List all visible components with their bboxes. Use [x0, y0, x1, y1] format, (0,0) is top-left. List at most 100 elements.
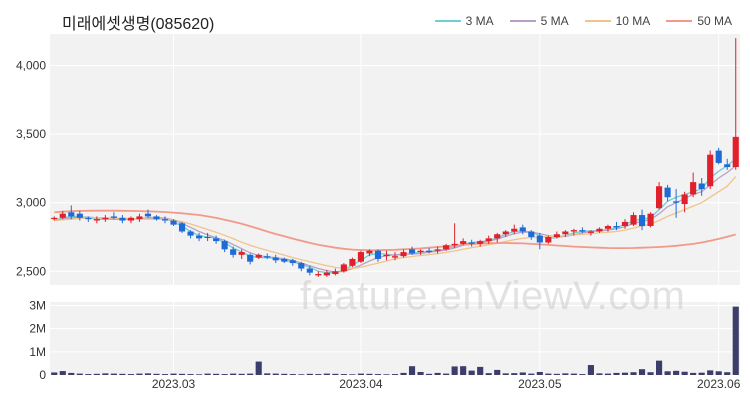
volume-bar — [323, 373, 330, 375]
candle-down — [579, 230, 586, 232]
candle-down — [68, 212, 75, 217]
volume-bar — [621, 372, 629, 375]
candle-up — [349, 258, 356, 266]
volume-bar — [451, 366, 458, 375]
volume-bar — [255, 361, 262, 375]
volume-bar — [340, 374, 347, 375]
candle-down — [298, 263, 305, 269]
candle-down — [613, 226, 620, 228]
legend-swatch-ma50 — [666, 20, 693, 22]
candle-up — [690, 182, 697, 195]
volume-bar — [417, 371, 424, 375]
volume-bar — [664, 371, 671, 375]
candle-up — [391, 256, 399, 258]
candle-up — [545, 236, 552, 243]
volume-bar — [119, 373, 126, 375]
candle-down — [153, 216, 160, 220]
volume-bar — [443, 373, 450, 375]
candle-up — [443, 245, 450, 250]
candle-up — [502, 231, 509, 235]
volume-bar — [357, 373, 364, 375]
candle-up — [366, 250, 373, 254]
candle-down — [110, 216, 117, 218]
candle-up — [460, 241, 467, 244]
price-tick-label: 3,500 — [16, 127, 46, 141]
volume-bar — [272, 373, 279, 375]
candle-up — [681, 194, 688, 205]
chart-legend: 3 MA 5 MA 10 MA 50 MA — [434, 14, 732, 28]
candle-up — [51, 217, 58, 220]
volume-bar — [281, 373, 288, 375]
candle-down — [374, 250, 382, 259]
candle-down — [221, 241, 228, 250]
volume-bar — [638, 369, 646, 375]
volume-bar — [136, 373, 143, 375]
volume-bar — [724, 372, 731, 375]
candle-up — [596, 228, 603, 232]
volume-bar — [196, 374, 203, 375]
volume-bar — [528, 373, 535, 375]
legend-label-ma10: 10 MA — [615, 14, 651, 28]
volume-bar — [545, 373, 552, 375]
volume-bar — [647, 372, 654, 375]
volume-bar — [161, 374, 169, 375]
x-tick-label: 2023.03 — [152, 377, 196, 391]
candle-down — [519, 227, 526, 232]
candle-up — [59, 213, 66, 218]
candle-up — [383, 254, 390, 257]
volume-bar — [93, 373, 100, 375]
price-tick-label: 4,000 — [16, 59, 46, 73]
volume-bar — [315, 374, 322, 375]
volume-bar — [434, 372, 441, 375]
volume-bar — [519, 372, 526, 375]
volume-bar — [230, 373, 237, 375]
candle-up — [340, 264, 347, 272]
volume-bar — [715, 371, 722, 375]
candle-down — [272, 257, 279, 261]
candle-up — [511, 228, 518, 232]
volume-bar — [289, 374, 296, 375]
volume-bar — [391, 374, 399, 375]
volume-bar — [221, 374, 228, 375]
volume-bar — [570, 373, 577, 375]
candle-down — [76, 213, 83, 218]
candle-up — [485, 238, 492, 242]
legend-label-ma5: 5 MA — [540, 14, 569, 28]
volume-bar — [502, 373, 509, 375]
candle-down — [724, 164, 731, 168]
legend-item-ma50: 50 MA — [666, 14, 732, 28]
volume-bar — [76, 373, 83, 375]
volume-bar — [298, 374, 305, 375]
candle-down — [664, 187, 671, 198]
candle-up — [621, 221, 629, 227]
candle-up — [587, 231, 594, 233]
volume-bar — [264, 373, 271, 375]
candle-up — [93, 219, 100, 221]
candle-up — [604, 226, 612, 229]
volume-bar — [170, 373, 177, 375]
candle-up — [647, 213, 654, 227]
candle-down — [306, 268, 313, 273]
chart-title: 미래에셋생명(085620) — [62, 16, 215, 33]
volume-bar — [630, 372, 637, 375]
candle-down — [528, 231, 535, 237]
volume-bar — [127, 374, 134, 375]
candle-up — [477, 241, 484, 244]
volume-bar — [366, 373, 373, 375]
candle-down — [144, 213, 152, 217]
volume-bar — [613, 372, 620, 375]
candle-up — [570, 230, 577, 232]
legend-item-ma5: 5 MA — [509, 14, 569, 28]
volume-bar — [400, 372, 407, 375]
candle-down — [178, 223, 186, 232]
volume-bar — [460, 366, 467, 375]
volume-tick-label: 0 — [39, 368, 46, 382]
volume-bar — [587, 365, 594, 375]
volume-bar — [485, 373, 492, 375]
volume-bar — [673, 370, 680, 375]
volume-bar — [536, 371, 543, 375]
x-tick-label: 2023.04 — [339, 377, 383, 391]
volume-bar — [332, 373, 339, 375]
volume-bar — [494, 369, 501, 375]
